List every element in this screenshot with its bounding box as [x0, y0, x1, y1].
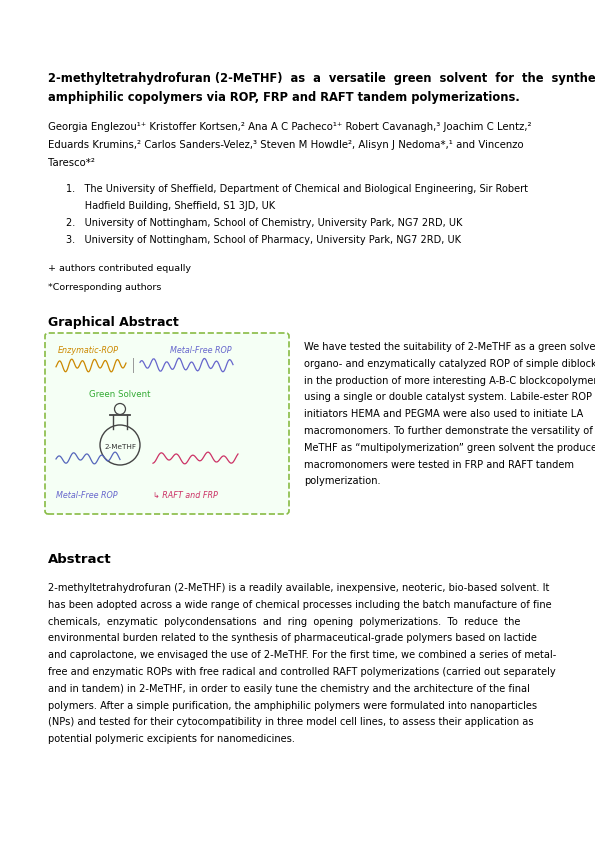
Text: We have tested the suitability of 2-MeTHF as a green solvent for: We have tested the suitability of 2-MeTH… [304, 342, 595, 352]
Text: has been adopted across a wide range of chemical processes including the batch m: has been adopted across a wide range of … [48, 600, 552, 610]
Text: and in tandem) in 2-MeTHF, in order to easily tune the chemistry and the archite: and in tandem) in 2-MeTHF, in order to e… [48, 684, 530, 694]
Text: Georgia Englezou¹⁺ Kristoffer Kortsen,² Ana A C Pacheco¹⁺ Robert Cavanagh,³ Joac: Georgia Englezou¹⁺ Kristoffer Kortsen,² … [48, 122, 531, 132]
Text: Hadfield Building, Sheffield, S1 3JD, UK: Hadfield Building, Sheffield, S1 3JD, UK [66, 201, 275, 211]
Text: Green Solvent: Green Solvent [89, 390, 151, 399]
Text: potential polymeric excipients for nanomedicines.: potential polymeric excipients for nanom… [48, 734, 295, 744]
Text: Metal-Free ROP: Metal-Free ROP [56, 491, 118, 500]
Text: amphiphilic copolymers via ROP, FRP and RAFT tandem polymerizations.: amphiphilic copolymers via ROP, FRP and … [48, 91, 520, 104]
Text: Enzymatic-ROP: Enzymatic-ROP [58, 346, 119, 355]
Text: 2-methyltetrahydrofuran (2-MeTHF)  as  a  versatile  green  solvent  for  the  s: 2-methyltetrahydrofuran (2-MeTHF) as a v… [48, 72, 595, 85]
Text: 2-methyltetrahydrofuran (2-MeTHF) is a readily available, inexpensive, neoteric,: 2-methyltetrahydrofuran (2-MeTHF) is a r… [48, 583, 549, 593]
FancyBboxPatch shape [45, 333, 289, 514]
Text: *Corresponding authors: *Corresponding authors [48, 283, 161, 292]
Text: (NPs) and tested for their cytocompatibility in three model cell lines, to asses: (NPs) and tested for their cytocompatibi… [48, 717, 534, 727]
Text: in the production of more interesting A-B-C blockcopolymers: in the production of more interesting A-… [304, 376, 595, 386]
Text: polymers. After a simple purification, the amphiphilic polymers were formulated : polymers. After a simple purification, t… [48, 701, 537, 711]
Text: Abstract: Abstract [48, 553, 112, 566]
Text: using a single or double catalyst system. Labile-ester ROP: using a single or double catalyst system… [304, 392, 592, 402]
Text: Taresco*²: Taresco*² [48, 158, 95, 168]
Text: 3.   University of Nottingham, School of Pharmacy, University Park, NG7 2RD, UK: 3. University of Nottingham, School of P… [66, 235, 461, 245]
Text: MeTHF as “multipolymerization” green solvent the produced: MeTHF as “multipolymerization” green sol… [304, 443, 595, 453]
Text: initiators HEMA and PEGMA were also used to initiate LA: initiators HEMA and PEGMA were also used… [304, 409, 583, 419]
Text: ↳ RAFT and FRP: ↳ RAFT and FRP [153, 491, 218, 500]
Text: chemicals,  enzymatic  polycondensations  and  ring  opening  polymerizations.  : chemicals, enzymatic polycondensations a… [48, 616, 521, 626]
Text: organo- and enzymatically catalyzed ROP of simple diblocks and: organo- and enzymatically catalyzed ROP … [304, 359, 595, 369]
Text: environmental burden related to the synthesis of pharmaceutical-grade polymers b: environmental burden related to the synt… [48, 633, 537, 643]
Text: macromonomers. To further demonstrate the versatility of 2-: macromonomers. To further demonstrate th… [304, 426, 595, 436]
Text: 2-MeTHF: 2-MeTHF [104, 444, 136, 450]
Text: and caprolactone, we envisaged the use of 2-MeTHF. For the first time, we combin: and caprolactone, we envisaged the use o… [48, 650, 556, 660]
Text: 2.   University of Nottingham, School of Chemistry, University Park, NG7 2RD, UK: 2. University of Nottingham, School of C… [66, 218, 462, 228]
Text: Eduards Krumins,² Carlos Sanders-Velez,³ Steven M Howdle², Alisyn J Nedoma*,¹ an: Eduards Krumins,² Carlos Sanders-Velez,³… [48, 140, 524, 150]
Text: Graphical Abstract: Graphical Abstract [48, 316, 178, 329]
Text: Metal-Free ROP: Metal-Free ROP [170, 346, 231, 355]
Text: free and enzymatic ROPs with free radical and controlled RAFT polymerizations (c: free and enzymatic ROPs with free radica… [48, 667, 556, 677]
Text: + authors contributed equally: + authors contributed equally [48, 264, 191, 273]
Text: macromonomers were tested in FRP and RAFT tandem: macromonomers were tested in FRP and RAF… [304, 460, 574, 470]
Text: 1.   The University of Sheffield, Department of Chemical and Biological Engineer: 1. The University of Sheffield, Departme… [66, 184, 528, 194]
Text: polymerization.: polymerization. [304, 477, 381, 487]
